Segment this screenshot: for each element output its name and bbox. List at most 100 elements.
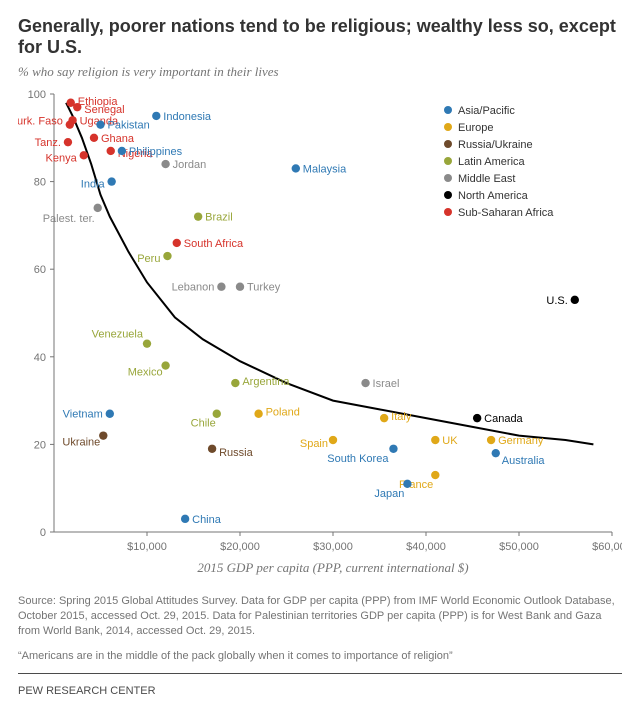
svg-text:$50,000: $50,000: [499, 541, 539, 553]
label-jordan: Jordan: [173, 159, 207, 171]
point-venezuela: [143, 339, 151, 347]
svg-text:$40,000: $40,000: [406, 541, 446, 553]
legend-label-asia: Asia/Pacific: [458, 105, 515, 117]
label-canada: Canada: [484, 413, 523, 425]
point-palest-ter-: [94, 204, 102, 212]
label-argentina: Argentina: [242, 376, 290, 388]
svg-text:80: 80: [34, 177, 46, 189]
point-vietnam: [106, 410, 114, 418]
point-canada: [473, 414, 481, 422]
label-chile: Chile: [191, 418, 216, 430]
point-senegal: [73, 103, 81, 111]
point-israel: [361, 379, 369, 387]
point-kenya: [80, 151, 88, 159]
legend-label-russia: Russia/Ukraine: [458, 139, 533, 151]
point-australia: [492, 449, 500, 457]
label-indonesia: Indonesia: [163, 111, 212, 123]
label-burk-faso: Burk. Faso: [18, 116, 63, 128]
legend-label-ssa: Sub-Saharan Africa: [458, 207, 554, 219]
point-lebanon: [217, 283, 225, 291]
point-russia: [208, 445, 216, 453]
label-brazil: Brazil: [205, 212, 233, 224]
point-nigeria: [107, 147, 115, 155]
legend-marker-mideast: [444, 174, 452, 182]
label-peru: Peru: [137, 253, 160, 265]
svg-text:100: 100: [28, 89, 46, 101]
label-south-africa: South Africa: [184, 238, 244, 250]
label-palest-ter-: Palest. ter.: [43, 213, 95, 225]
point-brazil: [194, 212, 202, 220]
label-turkey: Turkey: [247, 282, 281, 294]
legend-label-latam: Latin America: [458, 156, 526, 168]
point-chile: [213, 410, 221, 418]
label-australia: Australia: [502, 455, 546, 467]
point-jordan: [161, 160, 169, 168]
chart-footer: Source: Spring 2015 Global Attitudes Sur…: [18, 594, 622, 699]
chart-title: Generally, poorer nations tend to be rel…: [18, 16, 622, 58]
label-tanz-: Tanz.: [35, 137, 61, 149]
point-spain: [329, 436, 337, 444]
legend-marker-latam: [444, 157, 452, 165]
point-pakistan: [96, 120, 104, 128]
chart-container: { "title": "Generally, poorer nations te…: [0, 0, 640, 722]
point-france: [431, 471, 439, 479]
svg-text:$20,000: $20,000: [220, 541, 260, 553]
label-spain: Spain: [300, 438, 328, 450]
source-text: Source: Spring 2015 Global Attitudes Sur…: [18, 594, 622, 639]
point-japan: [403, 480, 411, 488]
svg-text:$10,000: $10,000: [127, 541, 167, 553]
legend-item-mideast: Middle East: [444, 173, 515, 185]
point-uk: [431, 436, 439, 444]
label-ukraine: Ukraine: [62, 437, 100, 449]
point-indonesia: [152, 112, 160, 120]
legend: Asia/Pacific Europe Russia/Ukraine Latin Am…: [444, 105, 554, 219]
point-south-africa: [173, 239, 181, 247]
label-pakistan: Pakistan: [108, 120, 150, 132]
legend-item-ssa: Sub-Saharan Africa: [444, 207, 554, 219]
point-tanz-: [64, 138, 72, 146]
label-germany: Germany: [498, 435, 544, 447]
label-vietnam: Vietnam: [63, 409, 103, 421]
label-philippines: Philippines: [129, 146, 183, 158]
label-uk: UK: [442, 435, 458, 447]
label-poland: Poland: [266, 407, 300, 419]
label-japan: Japan: [374, 488, 404, 500]
point-ghana: [90, 134, 98, 142]
svg-text:$30,000: $30,000: [313, 541, 353, 553]
legend-label-mideast: Middle East: [458, 173, 515, 185]
legend-marker-russia: [444, 140, 452, 148]
legend-item-latam: Latin America: [444, 156, 526, 168]
legend-item-asia: Asia/Pacific: [444, 105, 515, 117]
point-poland: [254, 410, 262, 418]
point-germany: [487, 436, 495, 444]
label-u-s-: U.S.: [546, 295, 567, 307]
point-mexico: [161, 361, 169, 369]
legend-label-namer: North America: [458, 190, 529, 202]
legend-marker-asia: [444, 106, 452, 114]
point-philippines: [118, 147, 126, 155]
legend-item-europe: Europe: [444, 122, 493, 134]
point-uganda: [68, 116, 76, 124]
chart-svg: 020406080100$10,000$20,000$30,000$40,000…: [18, 84, 622, 584]
label-israel: Israel: [373, 378, 400, 390]
point-argentina: [231, 379, 239, 387]
point-china: [181, 515, 189, 523]
scatter-plot: 020406080100$10,000$20,000$30,000$40,000…: [18, 84, 622, 584]
divider-line: [18, 673, 622, 674]
point-peru: [163, 252, 171, 260]
legend-marker-ssa: [444, 208, 452, 216]
svg-text:$60,000: $60,000: [592, 541, 622, 553]
legend-item-russia: Russia/Ukraine: [444, 139, 533, 151]
point-ukraine: [99, 431, 107, 439]
legend-item-namer: North America: [444, 190, 529, 202]
label-venezuela: Venezuela: [92, 329, 144, 341]
quote-text: “Americans are in the middle of the pack…: [18, 649, 622, 664]
svg-text:0: 0: [40, 527, 46, 539]
svg-text:40: 40: [34, 352, 46, 364]
label-russia: Russia: [219, 447, 254, 459]
label-india: India: [81, 179, 106, 191]
label-south-korea: South Korea: [327, 453, 389, 465]
label-italy: Italy: [391, 411, 412, 423]
point-india: [107, 177, 115, 185]
legend-label-europe: Europe: [458, 122, 493, 134]
